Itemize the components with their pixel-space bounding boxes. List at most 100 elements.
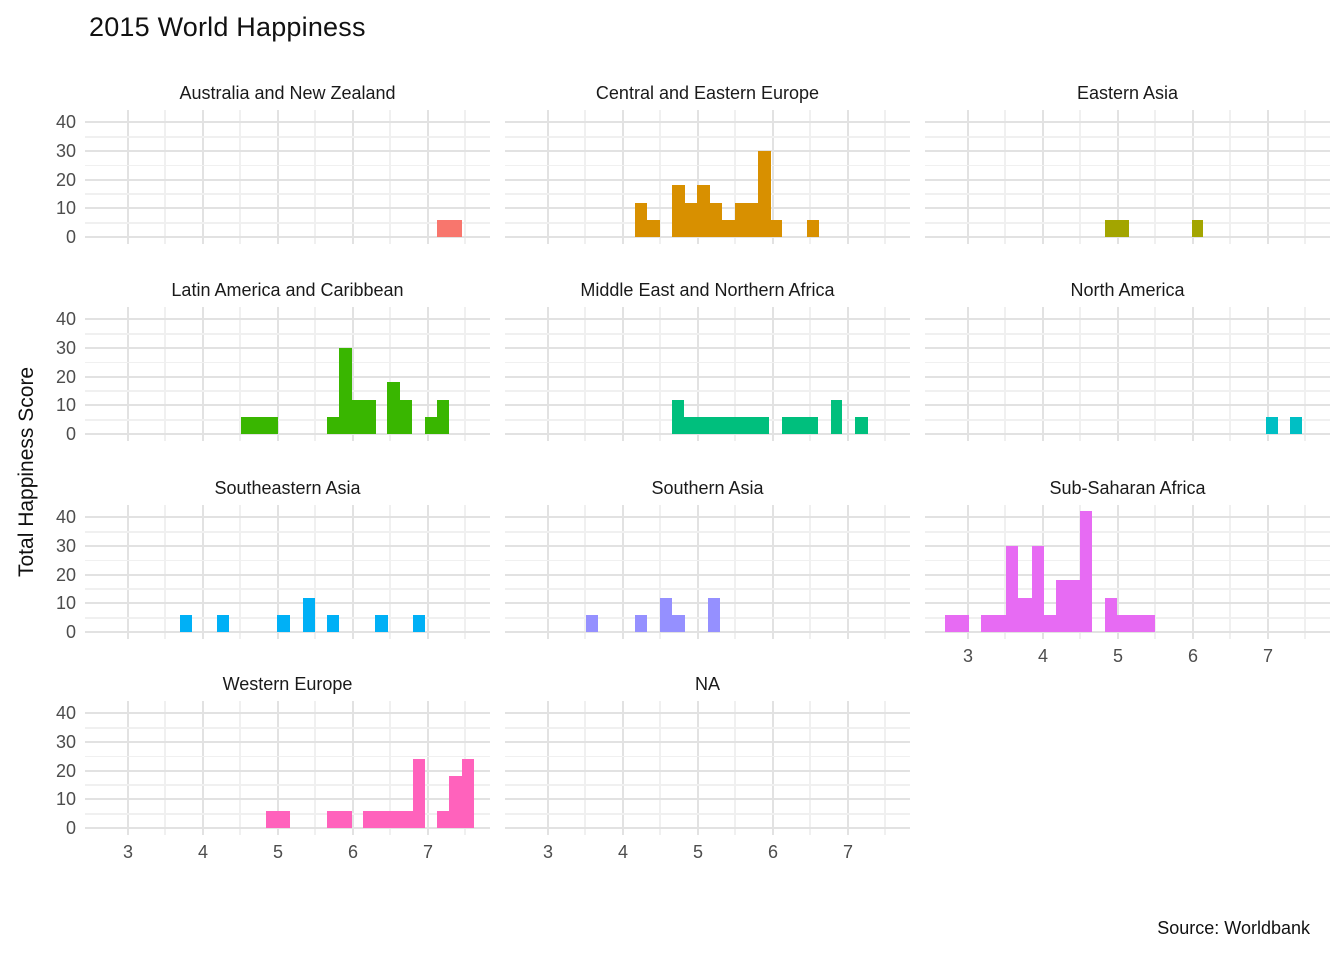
histogram-bar xyxy=(436,810,449,828)
grid-line xyxy=(884,110,887,244)
grid-line xyxy=(505,332,910,335)
grid-line xyxy=(314,701,317,835)
grid-line xyxy=(85,769,490,772)
grid-line xyxy=(505,726,910,729)
grid-line xyxy=(925,530,1330,533)
histogram-bar xyxy=(1079,511,1092,632)
grid-line xyxy=(1116,505,1119,639)
grid-line xyxy=(351,110,354,244)
facet-panel xyxy=(925,505,1330,639)
facet-strip-label: Southern Asia xyxy=(651,478,764,498)
x-tick-label: 5 xyxy=(272,842,283,862)
x-tick-label: 3 xyxy=(962,646,973,666)
histogram-bar xyxy=(302,597,315,632)
grid-line xyxy=(164,307,167,441)
facet-panel xyxy=(85,701,490,835)
x-tick-label: 6 xyxy=(347,842,358,862)
grid-line xyxy=(85,726,490,729)
grid-line xyxy=(925,433,1330,435)
x-tick-label: 7 xyxy=(1262,646,1273,666)
grid-line xyxy=(505,530,910,533)
facet-strip-label: NA xyxy=(694,674,720,694)
grid-line xyxy=(884,307,887,441)
grid-line xyxy=(505,631,910,633)
grid-line xyxy=(85,798,490,801)
grid-line xyxy=(85,559,490,562)
grid-line xyxy=(925,375,1330,378)
grid-line xyxy=(239,307,242,441)
y-tick-label: 10 xyxy=(55,395,76,416)
grid-line xyxy=(925,193,1330,195)
grid-line xyxy=(85,361,490,364)
grid-line xyxy=(1154,505,1157,639)
grid-line xyxy=(925,631,1330,633)
facet-panel xyxy=(505,505,910,639)
histogram-bar xyxy=(1105,219,1130,237)
facet-strip-label: Eastern Asia xyxy=(1076,83,1179,103)
grid-line xyxy=(426,701,429,835)
grid-line xyxy=(621,505,624,639)
grid-line xyxy=(621,110,624,244)
y-tick-label: 20 xyxy=(55,760,76,781)
grid-line xyxy=(925,121,1330,124)
y-tick-label: 40 xyxy=(55,507,76,528)
histogram-bar xyxy=(671,185,686,237)
grid-line xyxy=(505,390,910,392)
grid-line xyxy=(505,755,910,758)
histogram-bar xyxy=(400,399,413,434)
grid-line xyxy=(546,307,549,441)
grid-line xyxy=(164,110,167,244)
grid-line xyxy=(505,559,910,562)
grid-line xyxy=(1304,110,1307,244)
grid-line xyxy=(505,798,910,801)
chart-title: 2015 World Happiness xyxy=(89,12,366,42)
grid-line xyxy=(925,573,1330,576)
histogram-bar xyxy=(436,399,449,434)
grid-line xyxy=(505,784,910,786)
grid-line xyxy=(1266,505,1269,639)
grid-line xyxy=(734,701,737,835)
grid-line xyxy=(1154,307,1157,441)
grid-line xyxy=(85,236,490,238)
grid-line xyxy=(505,813,910,815)
x-tick-label: 4 xyxy=(617,842,628,862)
histogram-bar xyxy=(326,416,339,434)
grid-line xyxy=(584,110,587,244)
grid-line xyxy=(505,544,910,547)
grid-line xyxy=(505,375,910,378)
grid-line xyxy=(925,390,1330,392)
y-tick-label: 40 xyxy=(55,309,76,330)
grid-line xyxy=(464,110,467,244)
grid-line xyxy=(659,307,662,441)
grid-line xyxy=(464,307,467,441)
grid-line xyxy=(925,602,1330,605)
grid-line xyxy=(621,701,624,835)
grid-line xyxy=(1191,110,1194,244)
histogram-bar xyxy=(352,399,377,434)
grid-line xyxy=(696,505,699,639)
grid-line xyxy=(505,178,910,181)
facet-strip-label: Sub-Saharan Africa xyxy=(1049,478,1206,498)
grid-line xyxy=(85,332,490,335)
y-tick-label: 10 xyxy=(55,593,76,614)
histogram-bar xyxy=(412,614,425,632)
histogram-bar xyxy=(659,597,672,632)
histogram-bar xyxy=(671,399,684,434)
histogram-bar xyxy=(697,185,710,237)
grid-line xyxy=(505,602,910,605)
grid-line xyxy=(426,110,429,244)
histogram-bar xyxy=(461,759,474,828)
grid-line xyxy=(126,110,129,244)
grid-line xyxy=(1191,505,1194,639)
y-tick-label: 30 xyxy=(55,731,76,752)
grid-line xyxy=(85,827,490,829)
histogram-bar xyxy=(179,614,192,632)
y-tick-label: 40 xyxy=(55,112,76,133)
grid-line xyxy=(1266,110,1269,244)
grid-line xyxy=(925,516,1330,519)
histogram-bar xyxy=(634,202,647,237)
grid-line xyxy=(734,505,737,639)
grid-line xyxy=(505,433,910,435)
grid-line xyxy=(621,307,624,441)
grid-line xyxy=(505,769,910,772)
